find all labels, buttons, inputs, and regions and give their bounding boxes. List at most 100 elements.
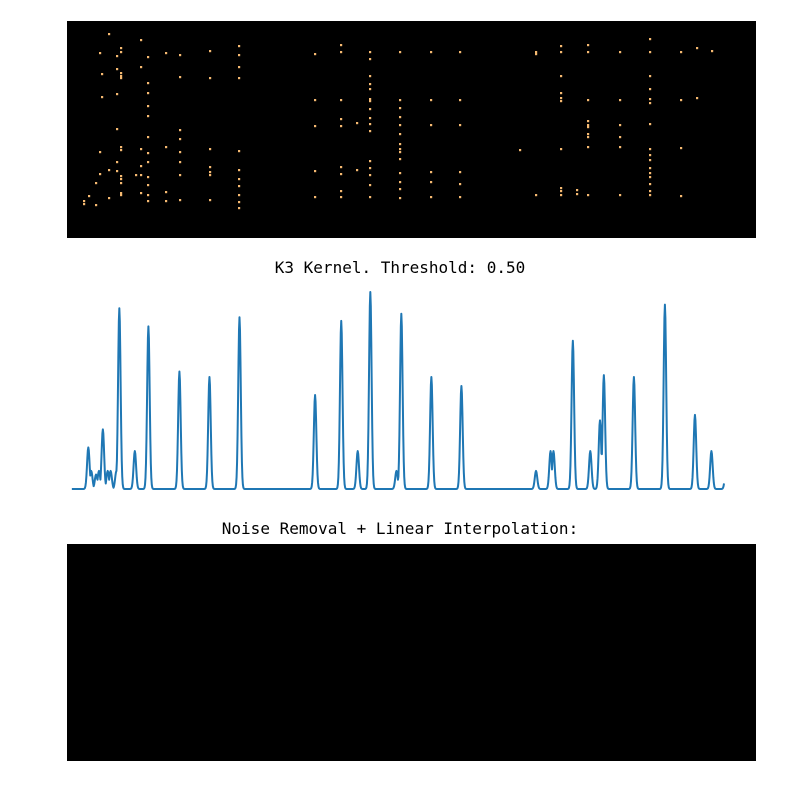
- scatter-point: [399, 51, 402, 54]
- scatter-point: [179, 76, 182, 79]
- scatter-point: [120, 192, 123, 195]
- scatter-point: [560, 148, 563, 151]
- scatter-point: [560, 194, 563, 197]
- scatter-point: [340, 173, 343, 176]
- scatter-point: [680, 147, 683, 150]
- scatter-point: [99, 151, 102, 154]
- scatter-point: [587, 194, 590, 197]
- scatter-point: [696, 97, 699, 100]
- scatter-point: [399, 148, 402, 151]
- scatter-point: [140, 39, 143, 42]
- scatter-point: [369, 75, 372, 78]
- scatter-point: [369, 123, 372, 126]
- scatter-point: [619, 146, 622, 149]
- scatter-point: [238, 194, 241, 197]
- scatter-point: [399, 172, 402, 175]
- scatter-point: [179, 174, 182, 177]
- scatter-point: [101, 96, 104, 99]
- scatter-point: [649, 172, 652, 175]
- scatter-point: [314, 196, 317, 199]
- kernel-response-panel: [67, 282, 756, 499]
- scatter-point: [238, 178, 241, 181]
- scatter-point: [399, 107, 402, 110]
- scatter-point: [340, 190, 343, 193]
- scatter-point: [399, 133, 402, 136]
- scatter-point: [587, 120, 590, 123]
- scatter-point: [340, 51, 343, 54]
- scatter-point: [116, 68, 119, 71]
- scatter-point: [430, 124, 433, 127]
- scatter-point: [619, 99, 622, 102]
- scatter-point: [340, 99, 343, 102]
- scatter-point: [147, 105, 150, 108]
- scatter-point: [95, 204, 98, 207]
- scatter-point: [399, 143, 402, 146]
- scatter-point: [101, 73, 104, 76]
- scatter-point: [340, 118, 343, 121]
- scatter-point: [238, 150, 241, 153]
- scatter-point: [147, 194, 150, 197]
- kernel-chart-title: K3 Kernel. Threshold: 0.50: [274, 258, 526, 277]
- scatter-point: [369, 88, 372, 91]
- scatter-point: [649, 123, 652, 126]
- scatter-point: [340, 166, 343, 169]
- scatter-point: [209, 148, 212, 151]
- scatter-point: [399, 124, 402, 127]
- scatter-point: [120, 51, 123, 54]
- scatter-point: [314, 99, 317, 102]
- scatter-point: [459, 124, 462, 127]
- scatter-point: [430, 99, 433, 102]
- scatter-point: [587, 124, 590, 127]
- scatter-point: [649, 183, 652, 186]
- scatter-point: [120, 75, 123, 78]
- scatter-point: [165, 191, 168, 194]
- scatter-point: [619, 51, 622, 54]
- scatter-point: [649, 194, 652, 197]
- scatter-point: [238, 45, 241, 48]
- scatter-point: [649, 98, 652, 101]
- scatter-point: [116, 93, 119, 96]
- scatter-point: [238, 54, 241, 57]
- scatter-point: [179, 54, 182, 57]
- scatter-point: [649, 75, 652, 78]
- scatter-point: [120, 178, 123, 181]
- scatter-point: [399, 116, 402, 119]
- scatter-point: [179, 129, 182, 132]
- scatter-point: [209, 50, 212, 53]
- scatter-point: [314, 53, 317, 56]
- scatter-point: [369, 167, 372, 170]
- scatter-point: [209, 174, 212, 177]
- scatter-point: [649, 154, 652, 157]
- input-scatter-panel: [67, 21, 756, 238]
- scatter-point: [108, 197, 111, 200]
- scatter-point: [369, 100, 372, 103]
- scatter-point: [108, 33, 111, 36]
- scatter-point: [95, 182, 98, 185]
- scatter-point: [209, 77, 212, 80]
- scatter-point: [680, 195, 683, 198]
- scatter-point: [147, 136, 150, 139]
- scatter-point: [179, 161, 182, 164]
- scatter-point: [88, 195, 91, 198]
- scatter-point: [120, 182, 123, 185]
- scatter-point: [147, 115, 150, 118]
- result-chart-title: Noise Removal + Linear Interpolation:: [221, 519, 579, 538]
- scatter-point: [649, 190, 652, 193]
- scatter-point: [120, 72, 123, 75]
- scatter-point: [680, 51, 683, 54]
- scatter-point: [147, 56, 150, 59]
- scatter-point: [238, 66, 241, 69]
- scatter-point: [369, 98, 372, 101]
- scatter-point: [369, 184, 372, 187]
- scatter-point: [369, 58, 372, 61]
- scatter-point: [140, 148, 143, 151]
- scatter-point: [619, 124, 622, 127]
- scatter-point: [120, 47, 123, 50]
- scatter-point: [649, 176, 652, 179]
- result-panel: [67, 544, 756, 761]
- scatter-point: [147, 161, 150, 164]
- scatter-point: [147, 92, 150, 95]
- scatter-point: [619, 136, 622, 139]
- scatter-point: [83, 200, 86, 203]
- scatter-point: [459, 196, 462, 199]
